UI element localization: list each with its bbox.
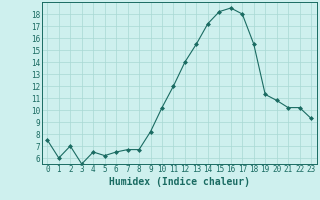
X-axis label: Humidex (Indice chaleur): Humidex (Indice chaleur): [109, 177, 250, 187]
